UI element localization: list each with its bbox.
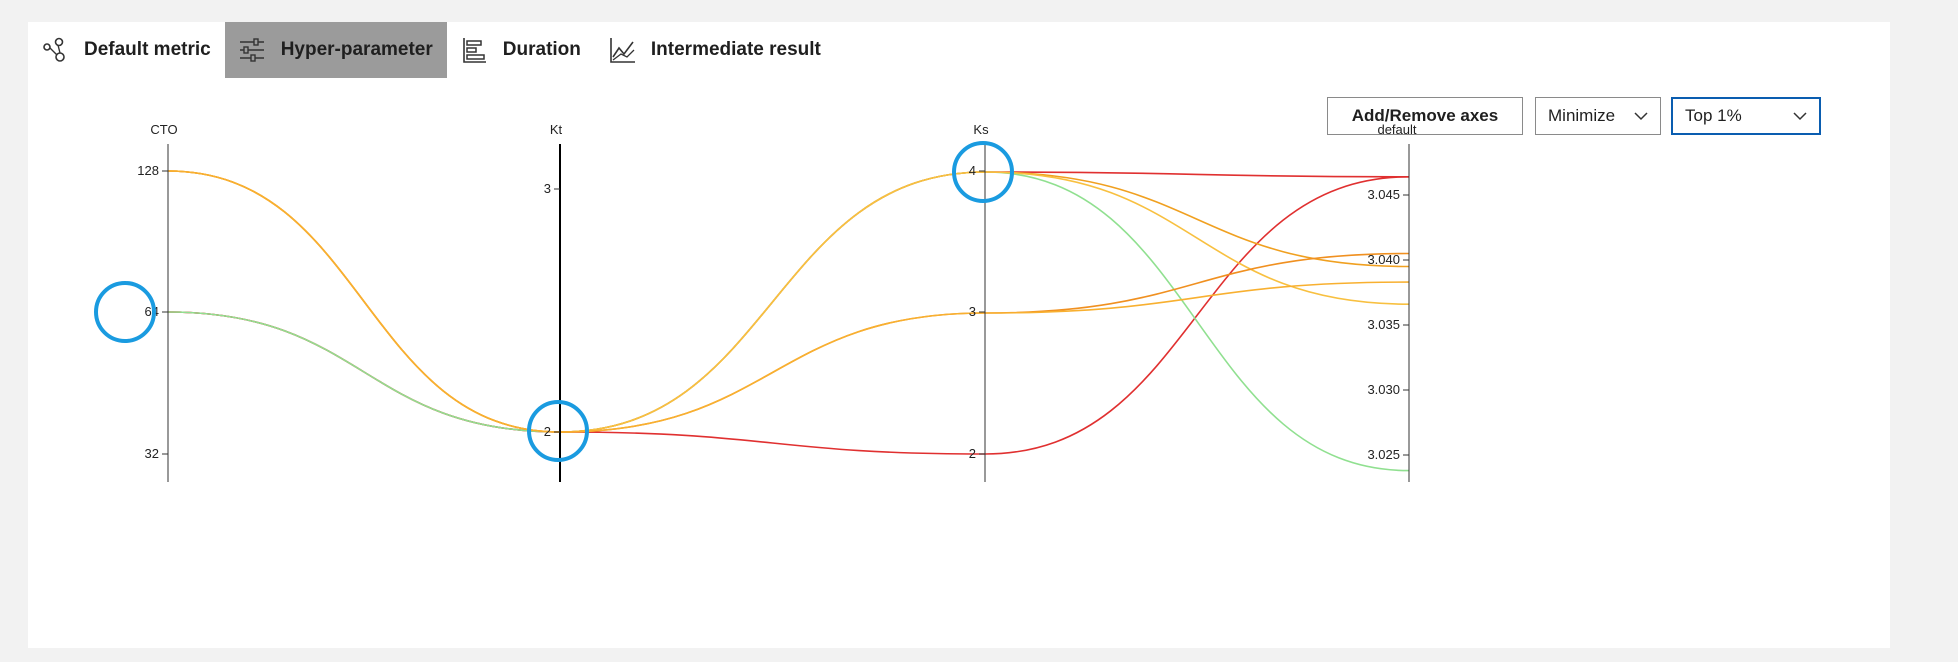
sliders-icon — [239, 38, 264, 62]
add-remove-axes-button[interactable]: Add/Remove axes — [1327, 97, 1523, 135]
highlight-circle — [952, 141, 1014, 203]
tab-label: Default metric — [84, 39, 211, 60]
bar-chart-icon — [462, 38, 486, 63]
tab-duration[interactable]: Duration — [447, 22, 595, 78]
series-line-2[interactable] — [167, 171, 1410, 472]
parallel-coordinates-chart[interactable]: CTO1286432Kt32Ks432default3.0453.0403.03… — [28, 22, 1890, 648]
tick-label: 2 — [969, 446, 976, 461]
tick-label: 3.045 — [1367, 187, 1400, 202]
series-line-5[interactable] — [167, 170, 1410, 433]
tick-label: 4 — [969, 163, 976, 178]
chevron-down-icon — [1793, 111, 1807, 120]
tab-default-metric[interactable]: Default metric — [28, 22, 225, 78]
chevron-down-icon — [1634, 111, 1648, 120]
tick-label: 3.025 — [1367, 447, 1400, 462]
optimize-mode-value: Minimize — [1548, 106, 1616, 125]
tick-label: 128 — [137, 163, 159, 178]
series-line-3[interactable] — [167, 170, 1410, 433]
tick-label: 3.030 — [1367, 382, 1400, 397]
line-chart-icon — [610, 38, 635, 63]
tick-label: 3.040 — [1367, 252, 1400, 267]
highlight-circle — [527, 400, 589, 462]
tab-label: Intermediate result — [650, 39, 821, 60]
tab-intermediate-result[interactable]: Intermediate result — [595, 22, 835, 78]
tab-label: Duration — [502, 39, 581, 60]
axis-title: default — [1377, 122, 1416, 137]
tab-bar: Default metric Hyper-parameter Duration — [28, 22, 835, 78]
tick-label: 32 — [145, 446, 159, 461]
hyperparameter-panel: Default metric Hyper-parameter Duration — [28, 22, 1890, 648]
tab-hyper-parameter[interactable]: Hyper-parameter — [224, 22, 447, 78]
scatter-nodes-icon — [43, 37, 65, 62]
series-line-4[interactable] — [167, 170, 1410, 433]
tab-label: Hyper-parameter — [280, 39, 433, 60]
tick-label: 3 — [544, 181, 551, 196]
axis-title: CTO — [150, 122, 177, 137]
top-filter-dropdown[interactable]: Top 1% — [1671, 97, 1821, 135]
tick-label: 3 — [969, 304, 976, 319]
axis-title: Ks — [973, 122, 989, 137]
optimize-mode-dropdown[interactable]: Minimize — [1535, 97, 1661, 135]
axis-title: Kt — [550, 122, 563, 137]
series-line-6[interactable] — [167, 170, 1410, 433]
tick-label: 2 — [544, 424, 551, 439]
series-line-0[interactable] — [167, 176, 1410, 455]
top-filter-value: Top 1% — [1685, 106, 1742, 125]
series-line-1[interactable] — [167, 171, 1410, 433]
tick-label: 3.035 — [1367, 317, 1400, 332]
highlight-circle — [94, 281, 156, 343]
